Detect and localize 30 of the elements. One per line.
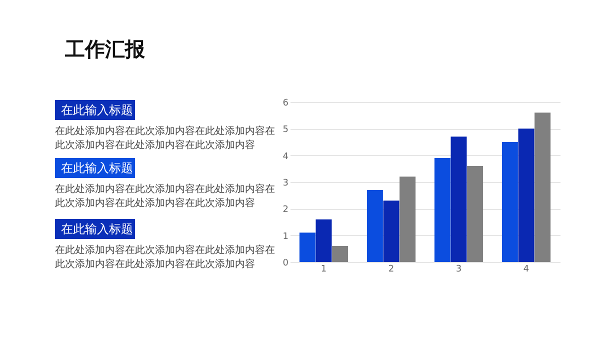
text: 在此输入标题 [61, 161, 133, 175]
text: 在此输入标题 [61, 222, 133, 236]
text: 工作汇报 [64, 37, 146, 61]
bar [518, 128, 534, 262]
bar [299, 232, 316, 262]
bar [467, 166, 484, 262]
bar [332, 246, 348, 262]
bar [400, 176, 416, 262]
y-tick-label: 1 [282, 232, 288, 242]
x-tick-label: 4 [523, 264, 530, 274]
y-tick-label: 6 [282, 98, 289, 108]
x-tick-label: 1 [320, 264, 327, 274]
x-tick-label: 2 [388, 264, 394, 274]
text: 在此处添加内容在此次添加内容在此处添加内容在此次添加内容在此处添加内容在此次添加内容 [55, 183, 275, 209]
text: 在此输入标题 [61, 103, 133, 117]
text: 在此处添加内容在此次添加内容在此处添加内容在此次添加内容在此处添加内容在此次添加内容 [55, 244, 275, 270]
bar [450, 136, 467, 262]
bar [366, 190, 383, 262]
bar [434, 158, 450, 262]
y-tick-label: 0 [282, 258, 289, 268]
x-tick-label: 3 [456, 264, 462, 274]
bar [316, 219, 332, 262]
y-tick-label: 4 [282, 152, 289, 162]
y-tick-label: 2 [282, 205, 288, 216]
y-tick-label: 5 [282, 125, 288, 136]
bar [502, 142, 518, 262]
y-tick-label: 3 [282, 178, 288, 188]
bar [534, 112, 551, 262]
bar [383, 200, 400, 262]
text: 在此处添加内容在此次添加内容在此处添加内容在此次添加内容在此处添加内容在此次添加内容 [55, 125, 275, 151]
